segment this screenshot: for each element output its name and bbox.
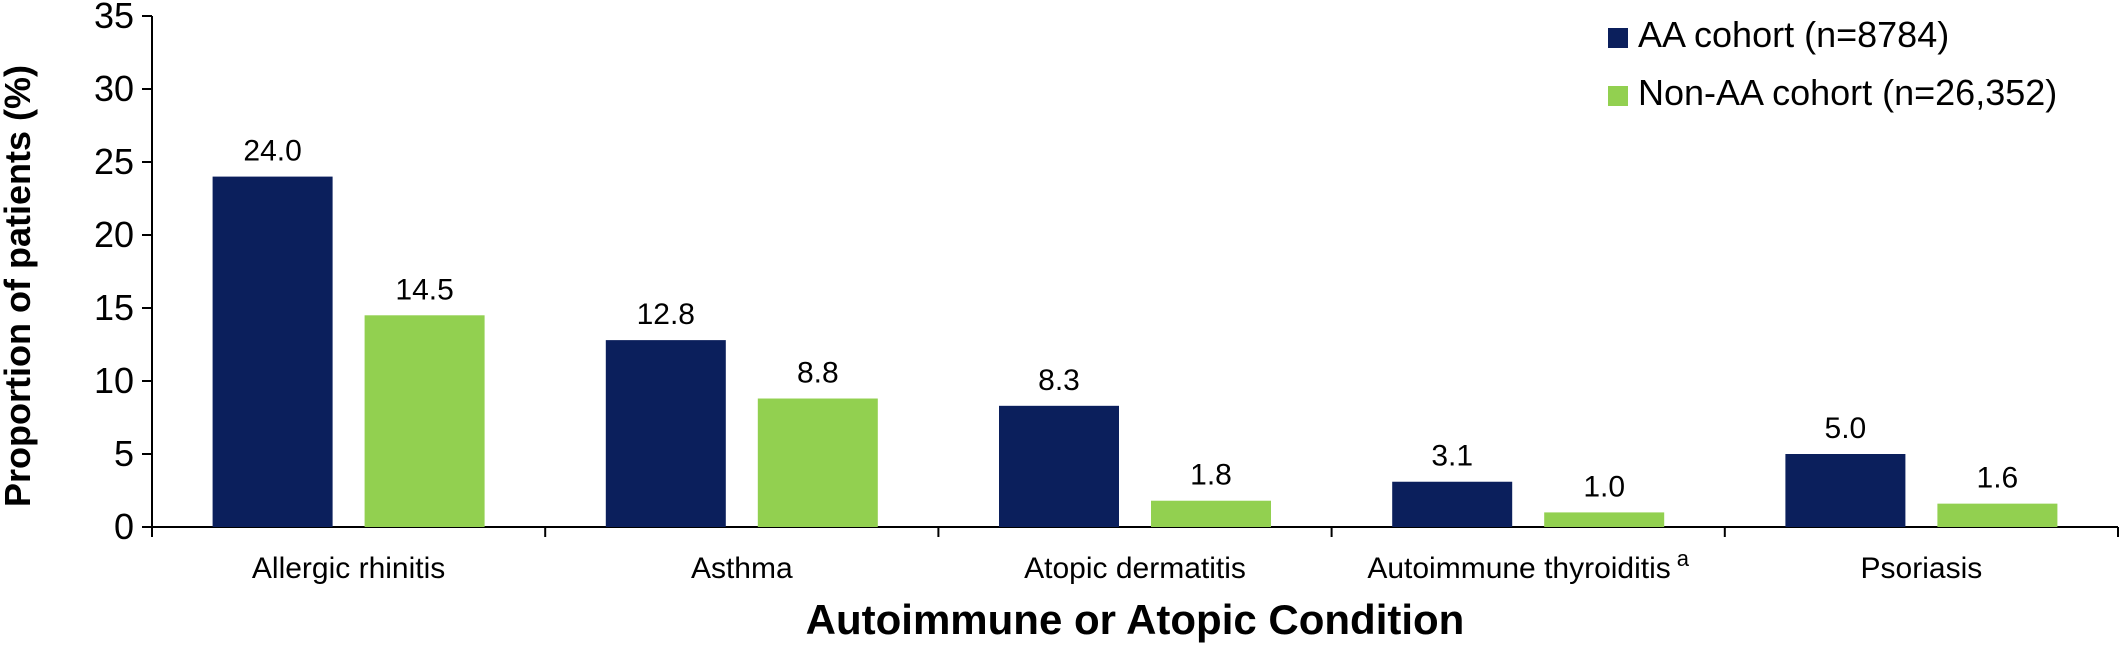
category-label: Autoimmune thyroiditis a — [1367, 546, 1689, 585]
y-tick-label: 10 — [94, 360, 134, 401]
bar — [1937, 503, 2058, 527]
data-label: 14.5 — [395, 273, 453, 306]
legend: AA cohort (n=8784) Non-AA cohort (n=26,35… — [1608, 14, 2057, 113]
y-tick-label: 20 — [94, 214, 134, 255]
y-tick-label: 5 — [114, 433, 134, 474]
category-label: Atopic dermatitis — [1024, 552, 1246, 585]
bar — [757, 398, 878, 527]
bar — [1151, 500, 1271, 527]
bars — [212, 176, 2058, 527]
data-label: 5.0 — [1825, 412, 1867, 445]
data-label: 1.0 — [1583, 470, 1625, 503]
data-label: 1.6 — [1977, 462, 2019, 495]
data-label: 12.8 — [637, 298, 695, 331]
legend-label: AA cohort (n=8784) — [1638, 14, 1949, 55]
bar — [1544, 512, 1665, 527]
bar — [212, 176, 333, 527]
legend-swatch — [1608, 28, 1628, 48]
data-label: 24.0 — [243, 135, 301, 168]
y-tick-label: 15 — [94, 287, 134, 328]
legend-swatch — [1608, 86, 1628, 106]
y-tick-label: 25 — [94, 141, 134, 182]
data-label: 8.3 — [1038, 364, 1080, 397]
category-label: Allergic rhinitis — [252, 552, 445, 585]
y-tick-label: 0 — [114, 506, 134, 547]
y-tick-label: 30 — [94, 68, 134, 109]
x-axis-title: Autoimmune or Atopic Condition — [806, 596, 1465, 643]
data-labels: 24.0 14.5 12.8 8.8 8.3 1.8 3.1 1.0 5.0 1.6 — [243, 135, 2018, 504]
y-tick-label: 35 — [94, 0, 134, 36]
y-axis-title: Proportion of patients (%) — [0, 65, 38, 507]
bar — [364, 315, 485, 527]
bar — [999, 405, 1119, 527]
bar — [1785, 454, 1906, 527]
data-label: 1.8 — [1190, 459, 1232, 492]
data-label: 3.1 — [1431, 440, 1473, 473]
category-labels: Allergic rhinitis Asthma Atopic dermatitis… — [252, 546, 1982, 585]
category-label: Asthma — [691, 552, 793, 585]
data-label: 8.8 — [797, 357, 839, 390]
legend-label: Non-AA cohort (n=26,352) — [1638, 72, 2057, 113]
category-superscript: a — [1677, 546, 1690, 571]
bar — [1392, 481, 1513, 527]
category-label: Psoriasis — [1861, 552, 1983, 585]
bar — [605, 340, 726, 527]
